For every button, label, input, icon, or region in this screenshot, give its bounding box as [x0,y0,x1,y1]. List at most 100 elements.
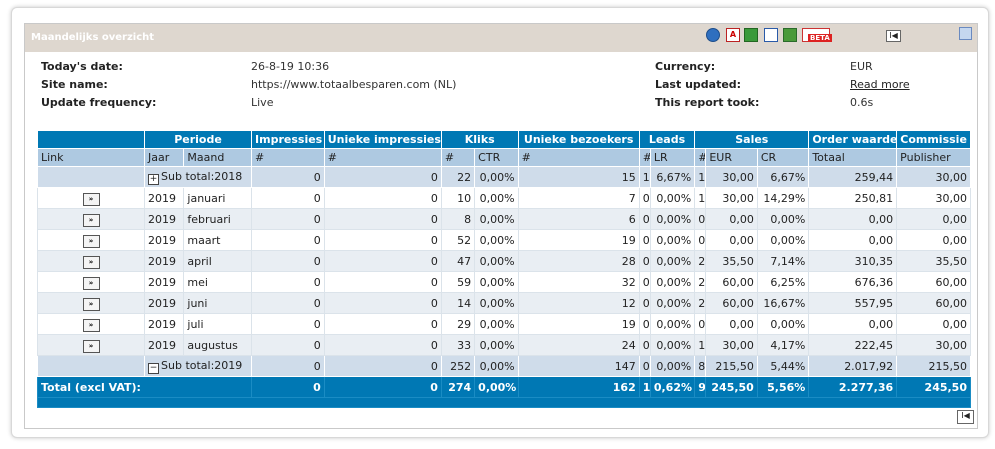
column-header-row: Link Jaar Maand # # # CTR # # LR # EUR C… [36,148,971,167]
cell-maand: mei [183,271,253,293]
total-kliks: 274 [440,376,476,398]
cell-kliks: 14 [440,292,476,314]
col-impressies-count[interactable]: # [251,148,325,167]
col-link[interactable]: Link [36,148,146,167]
table-row: » 2019 maart 0 0 52 0,00% 19 0 0,00% 0 0,00 0,00% 0,0… [36,229,971,251]
cell-totaal: 0,00 [808,313,898,335]
cell-ctr: 0,00% [474,334,519,356]
col-publisher[interactable]: Publisher [896,148,971,167]
col-sales-count[interactable]: # [694,148,707,167]
cell-impressies: 0 [251,250,325,272]
chart-beta-icon[interactable]: BETA [802,28,832,42]
group-header-unieke-bezoekers: Unieke bezoekers [517,130,640,149]
cell-unieke-impressies: 0 [323,271,442,293]
cell-subtotal-label[interactable]: + Sub total:2018 [144,166,253,188]
cell-cr: 6,67% [756,166,810,188]
cell-publisher: 215,50 [896,355,971,377]
cell-lr: 0,00% [649,313,696,335]
cell-leads: 0 [638,355,651,377]
pdf-export-icon[interactable]: A [726,28,740,42]
expand-row-button[interactable]: » [82,339,100,353]
total-unieke-bezoekers: 162 [517,376,640,398]
cell-link: » [36,271,146,293]
excel-export-icon[interactable] [744,28,758,42]
cell-unieke-impressies: 0 [323,313,442,335]
cell-maand: februari [183,208,253,230]
cell-jaar: 2019 [144,208,185,230]
group-header-empty [36,130,146,149]
cell-unieke-impressies: 0 [323,334,442,356]
update-frequency-label: Update frequency: [41,96,157,109]
cell-totaal: 222,45 [808,334,898,356]
total-impressies: 0 [251,376,325,398]
total-filler-row [37,397,971,408]
col-unieke-impressies-count[interactable]: # [323,148,442,167]
first-page-icon[interactable]: I◀ [886,30,901,42]
help-icon[interactable] [959,27,972,40]
col-kliks-count[interactable]: # [440,148,476,167]
first-page-icon-bottom[interactable]: I◀ [957,410,974,424]
cell-unieke-bezoekers: 24 [517,334,640,356]
report-took-label: This report took: [655,96,760,109]
cell-eur: 60,00 [705,292,758,314]
cell-leads: 0 [638,229,651,251]
browser-icon[interactable] [706,28,720,42]
cell-sales: 0 [694,208,707,230]
cell-eur: 0,00 [705,313,758,335]
total-unieke-impressies: 0 [323,376,442,398]
cell-lr: 0,00% [649,292,696,314]
total-ctr: 0,00% [474,376,519,398]
cell-unieke-bezoekers: 32 [517,271,640,293]
read-more-link[interactable]: Read more [850,78,910,91]
col-jaar[interactable]: Jaar [144,148,185,167]
col-totaal[interactable]: Totaal [808,148,898,167]
xml-export-icon[interactable] [783,28,797,42]
expand-plus-icon[interactable]: + [148,173,160,185]
cell-ctr: 0,00% [474,271,519,293]
cell-leads: 0 [638,187,651,209]
cell-unieke-impressies: 0 [323,208,442,230]
col-lr[interactable]: LR [649,148,696,167]
site-name-value: https://www.totaalbesparen.com (NL) [251,78,457,91]
cell-publisher: 0,00 [896,229,971,251]
cell-lr: 6,67% [649,166,696,188]
cell-jaar: 2019 [144,229,185,251]
expand-row-button[interactable]: » [82,234,100,248]
col-maand[interactable]: Maand [183,148,253,167]
cell-totaal: 0,00 [808,208,898,230]
expand-row-button[interactable]: » [82,318,100,332]
cell-eur: 30,00 [705,334,758,356]
csv-export-icon[interactable] [764,28,778,42]
cell-jaar: 2019 [144,334,185,356]
cell-link: » [36,229,146,251]
expand-row-button[interactable]: » [82,297,100,311]
cell-totaal: 0,00 [808,229,898,251]
col-ctr[interactable]: CTR [474,148,519,167]
expand-row-button[interactable]: » [82,213,100,227]
cell-unieke-bezoekers: 15 [517,166,640,188]
collapse-minus-icon[interactable]: − [148,362,160,374]
col-eur[interactable]: EUR [705,148,758,167]
cell-impressies: 0 [251,229,325,251]
group-header-kliks: Kliks [440,130,519,149]
cell-unieke-bezoekers: 19 [517,229,640,251]
expand-row-button[interactable]: » [82,255,100,269]
cell-ctr: 0,00% [474,250,519,272]
subtotal-label: Sub total:2018 [161,169,243,183]
col-unieke-bezoekers-count[interactable]: # [517,148,640,167]
cell-publisher: 0,00 [896,313,971,335]
cell-eur: 215,50 [705,355,758,377]
cell-unieke-impressies: 0 [323,250,442,272]
expand-row-button[interactable]: » [82,192,100,206]
cell-jaar: 2019 [144,292,185,314]
col-leads-count[interactable]: # [638,148,651,167]
cell-subtotal-label[interactable]: − Sub total:2019 [144,355,253,377]
todays-date-value: 26-8-19 10:36 [251,60,330,73]
group-header-order-waarde: Order waarde [808,130,898,149]
cell-publisher: 35,50 [896,250,971,272]
cell-kliks: 10 [440,187,476,209]
col-cr[interactable]: CR [756,148,810,167]
cell-maand: januari [183,187,253,209]
panel-header: Maandelijks overzicht A BETA I◀ [25,24,977,52]
expand-row-button[interactable]: » [82,276,100,290]
